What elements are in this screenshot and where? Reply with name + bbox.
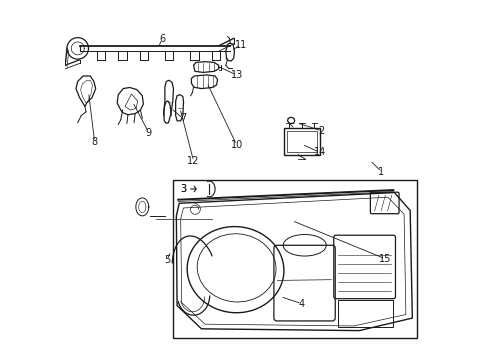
Text: 15: 15 xyxy=(379,254,391,264)
Text: 5: 5 xyxy=(163,255,170,265)
Text: 3: 3 xyxy=(180,184,186,194)
Bar xyxy=(172,180,416,338)
Bar xyxy=(286,131,316,152)
Text: 7: 7 xyxy=(179,113,185,123)
Text: 3: 3 xyxy=(180,184,186,194)
Text: 2: 2 xyxy=(318,126,324,136)
Text: 4: 4 xyxy=(298,299,305,309)
Text: 13: 13 xyxy=(230,70,242,80)
Text: 10: 10 xyxy=(230,140,242,150)
Bar xyxy=(284,128,319,155)
Text: 1: 1 xyxy=(378,167,384,177)
Text: 6: 6 xyxy=(159,34,165,44)
Text: 12: 12 xyxy=(187,156,200,166)
Text: 14: 14 xyxy=(313,147,325,157)
Text: 8: 8 xyxy=(91,137,98,147)
Text: 9: 9 xyxy=(145,128,151,138)
Text: 11: 11 xyxy=(234,40,246,50)
Bar xyxy=(337,300,392,327)
